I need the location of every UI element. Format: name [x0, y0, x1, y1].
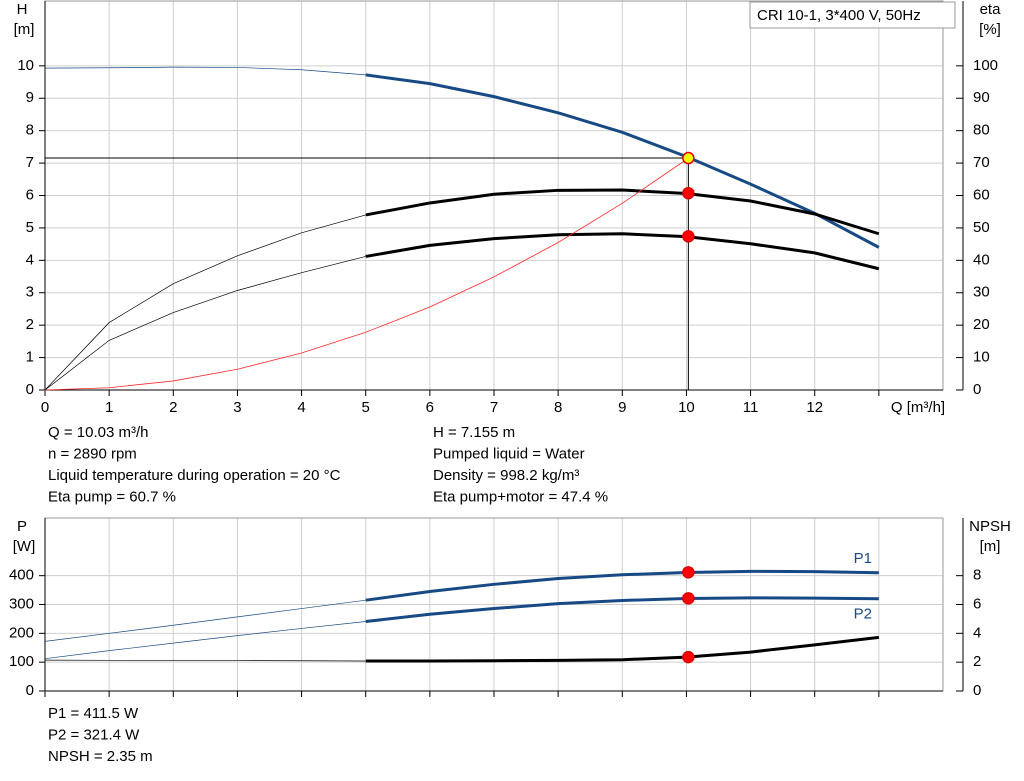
chart-title: CRI 10-1, 3*400 V, 50Hz [757, 7, 921, 24]
info-text: n = 2890 rpm [48, 445, 137, 462]
y-axis-label: P [17, 518, 27, 535]
y2-tick-label: 0 [973, 381, 981, 398]
x-tick-label: 8 [554, 399, 562, 416]
y2-tick-label: 70 [973, 154, 990, 171]
y2-tick-label: 4 [973, 624, 981, 641]
y2-tick-label: 90 [973, 89, 990, 106]
info-text: Pumped liquid = Water [433, 445, 585, 462]
y2-tick-label: 50 [973, 219, 990, 236]
y-tick-label: 10 [17, 57, 34, 74]
y2-tick-label: 8 [973, 567, 981, 584]
series-label: P1 [854, 550, 872, 567]
x-tick-label: 6 [426, 399, 434, 416]
series-label: P2 [854, 606, 872, 623]
x-tick-label: 4 [297, 399, 305, 416]
curve [365, 635, 880, 663]
x-axis-label: Q [m³/h] [891, 399, 945, 416]
y-tick-label: 5 [26, 219, 34, 236]
info-text: Eta pump = 60.7 % [48, 488, 176, 505]
info-text: Density = 998.2 kg/m³ [433, 467, 579, 484]
x-tick-label: 2 [169, 399, 177, 416]
y-axis-unit: [m] [14, 21, 35, 38]
curve-extrapolated [44, 599, 366, 642]
y2-tick-label: 10 [973, 349, 990, 366]
curve [365, 232, 880, 271]
operating-point [682, 186, 695, 200]
curve [44, 159, 687, 391]
y-axis-unit: [W] [13, 538, 36, 555]
info-text: H = 7.155 m [433, 424, 515, 441]
title-box [749, 1, 956, 29]
y2-axis-unit: [%] [979, 21, 1001, 38]
y2-tick-label: 80 [973, 122, 990, 139]
info-text: Q = 10.03 m³/h [48, 424, 148, 441]
y2-tick-label: 20 [973, 316, 990, 333]
x-tick-label: 0 [41, 399, 49, 416]
x-tick-label: 9 [618, 399, 626, 416]
x-tick-label: 7 [490, 399, 498, 416]
curve-extrapolated [44, 214, 366, 391]
x-tick-label: 10 [678, 399, 695, 416]
y-tick-label: 0 [26, 381, 34, 398]
y-tick-label: 400 [9, 567, 34, 584]
operating-point [682, 650, 695, 664]
y-tick-label: 1 [26, 349, 34, 366]
x-tick-label: 1 [105, 399, 113, 416]
y-axis-label: H [17, 1, 28, 18]
operating-point [682, 230, 695, 243]
y-tick-label: 100 [9, 653, 34, 670]
y-tick-label: 2 [26, 316, 34, 333]
y-tick-label: 7 [26, 154, 34, 171]
x-tick-label: 11 [743, 399, 759, 416]
y-tick-label: 0 [26, 682, 34, 699]
y2-axis-unit: [m] [980, 538, 1001, 555]
curve [365, 188, 880, 236]
info-text: Eta pump+motor = 47.4 % [433, 488, 608, 505]
y-tick-label: 4 [26, 251, 34, 268]
y2-tick-label: 6 [973, 595, 981, 612]
curve [365, 596, 879, 624]
operating-point [682, 151, 695, 165]
y2-axis-label: NPSH [969, 518, 1011, 535]
x-tick-label: 12 [806, 399, 823, 416]
operating-point [682, 566, 695, 579]
y2-axis-label: eta [980, 1, 1002, 18]
x-tick-label: 5 [362, 399, 370, 416]
y-tick-label: 9 [26, 89, 34, 106]
curve-extrapolated [44, 256, 366, 391]
y2-tick-label: 40 [973, 251, 990, 268]
curve-extrapolated [44, 659, 366, 662]
y-tick-label: 6 [26, 186, 34, 203]
curve [365, 569, 879, 602]
y-tick-label: 200 [9, 624, 34, 641]
operating-point [682, 592, 695, 605]
y-tick-label: 300 [9, 595, 34, 612]
y-tick-label: 8 [26, 122, 34, 139]
y2-tick-label: 0 [973, 682, 981, 699]
curve-extrapolated [44, 621, 366, 660]
y-tick-label: 3 [26, 284, 34, 301]
info-text: P2 = 321.4 W [48, 726, 140, 743]
y2-tick-label: 60 [973, 186, 990, 203]
y2-tick-label: 2 [973, 653, 981, 670]
curve-extrapolated [44, 66, 366, 76]
y2-tick-label: 100 [973, 57, 998, 74]
x-tick-label: 3 [233, 399, 241, 416]
curve [365, 73, 880, 249]
info-text: Liquid temperature during operation = 20… [48, 467, 341, 484]
info-text: P1 = 411.5 W [48, 705, 139, 722]
info-text: NPSH = 2.35 m [48, 748, 153, 765]
y2-tick-label: 30 [973, 284, 990, 301]
